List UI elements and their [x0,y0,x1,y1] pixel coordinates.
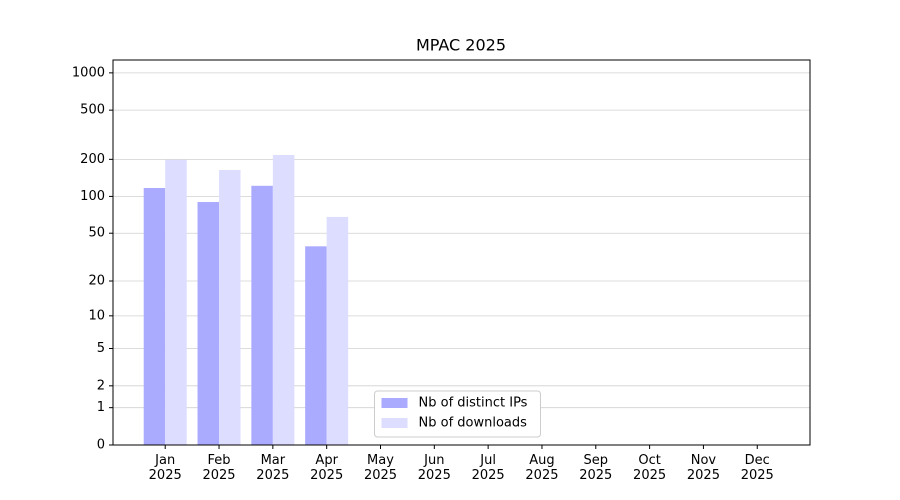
bar [219,169,241,446]
legend-label: Nb of distinct IPs [419,396,528,411]
x-tick-label: Feb 2025 [202,453,236,483]
legend-box [374,390,541,438]
bar [251,185,273,446]
x-tick-label: Sep 2025 [579,453,613,483]
y-tick-label: 50 [88,226,105,241]
bar [165,159,187,445]
bar [143,188,166,445]
x-tick-label: Jul 2025 [471,453,505,483]
legend: Nb of distinct IPs Nb of downloads [374,390,541,438]
y-tick-label: 1 [97,400,105,415]
bar [305,246,327,445]
y-tick-label: 2 [97,378,105,393]
x-tick-label: Mar 2025 [256,453,290,483]
x-tick-label: Dec 2025 [740,453,774,483]
legend-swatch [381,418,408,428]
y-tick-label: 0 [97,438,105,453]
x-tick-label: Oct 2025 [633,453,667,483]
y-tick-label: 20 [88,274,105,289]
x-tick-label: Nov 2025 [686,453,720,483]
x-tick-label: Jun 2025 [417,453,451,483]
bar [197,202,220,445]
x-tick-label: May 2025 [363,453,398,483]
plot-frame [112,59,811,446]
y-tick-label: 500 [80,103,105,118]
x-tick-label: Apr 2025 [310,453,344,483]
x-tick-label: Aug 2025 [525,453,559,483]
x-tick-label: Jan 2025 [148,453,182,483]
bar [326,216,349,445]
legend-swatch [381,398,408,408]
bar [272,154,295,445]
y-tick-label: 10 [88,308,105,323]
y-tick-label: 100 [80,189,105,204]
y-tick-label: 5 [97,341,105,356]
legend-label: Nb of downloads [419,416,528,431]
y-tick-label: 1000 [72,65,105,80]
chart-title: MPAC 2025 [416,36,506,55]
y-tick-label: 200 [80,152,105,167]
